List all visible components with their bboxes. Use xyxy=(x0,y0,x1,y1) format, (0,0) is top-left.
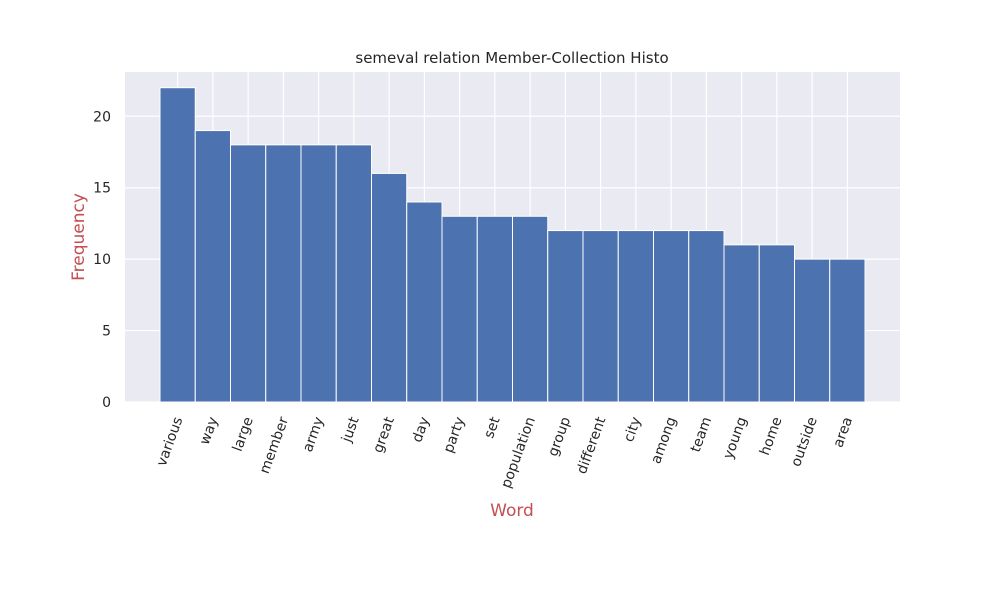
x-tick-label: area xyxy=(830,415,856,450)
x-tick-label: set xyxy=(481,414,504,440)
bar-just xyxy=(335,144,372,403)
bar-outside xyxy=(794,258,831,403)
bar-large xyxy=(230,144,267,403)
x-tick-labels: various way large member army just great day par… xyxy=(154,414,856,490)
bar-different xyxy=(582,230,619,403)
x-tick-label: various xyxy=(154,415,187,469)
x-tick-label: group xyxy=(545,415,574,459)
bar-city xyxy=(617,230,654,403)
x-tick-label: party xyxy=(441,415,469,455)
x-tick-label: great xyxy=(370,414,398,455)
y-tick-labels: 0 5 10 15 20 xyxy=(93,109,111,411)
x-tick-label: different xyxy=(574,414,610,476)
bar-great xyxy=(371,172,408,403)
bar-member xyxy=(265,144,302,403)
y-axis-label: Frequency xyxy=(69,193,89,281)
bar-area xyxy=(829,258,866,403)
y-tick-label: 5 xyxy=(102,324,111,340)
bars xyxy=(159,87,866,403)
x-tick-label: just xyxy=(339,414,363,445)
bar-young xyxy=(723,244,760,403)
bar-group xyxy=(547,230,584,403)
y-tick-label: 20 xyxy=(93,109,111,125)
chart-title: semeval relation Member-Collection Histo xyxy=(355,49,668,67)
bar-among xyxy=(653,230,690,403)
bar-party xyxy=(441,215,478,403)
bar-home xyxy=(758,244,795,403)
x-tick-label: army xyxy=(300,415,327,454)
x-axis-label: Word xyxy=(490,501,534,521)
y-tick-label: 10 xyxy=(93,252,111,268)
x-tick-label: city xyxy=(621,415,645,444)
bar-team xyxy=(688,230,725,403)
x-tick-label: day xyxy=(409,415,433,445)
x-tick-label: team xyxy=(688,415,715,455)
x-tick-label: population xyxy=(498,415,539,490)
x-tick-label: large xyxy=(230,415,257,454)
x-tick-label: outside xyxy=(788,415,821,469)
bar-army xyxy=(300,144,337,403)
x-tick-label: among xyxy=(648,415,680,466)
y-tick-label: 0 xyxy=(102,395,111,411)
y-tick-label: 15 xyxy=(93,181,111,197)
bar-set xyxy=(476,215,513,403)
x-tick-label: member xyxy=(257,415,292,476)
x-tick-label: young xyxy=(720,415,750,461)
bar-population xyxy=(512,215,549,403)
x-tick-label: home xyxy=(757,415,786,458)
bar-various xyxy=(159,87,196,403)
x-tick-label: way xyxy=(197,415,222,447)
bar-way xyxy=(194,130,231,403)
bar-day xyxy=(406,201,443,403)
